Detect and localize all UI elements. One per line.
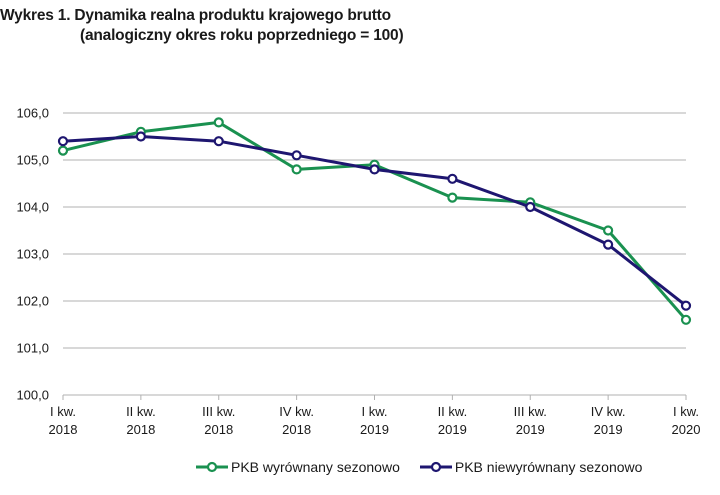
series-seasonally-adjusted [57,117,692,325]
x-tick-label-year: 2019 [516,422,545,437]
x-tick-label-quarter: III kw. [514,404,547,419]
data-point [291,164,302,175]
x-tick-label-quarter: IV kw. [279,404,314,419]
x-tick-label-year: 2020 [672,422,701,437]
data-point [135,131,146,142]
data-point [680,314,692,325]
x-tick-label-year: 2019 [438,422,467,437]
x-tick-label-year: 2019 [594,422,623,437]
gridlines [63,112,686,396]
data-point [525,201,536,213]
legend: PKB wyrównany sezonowo PKB niewyrównany … [196,459,662,475]
data-point [447,173,458,184]
x-tick-label-quarter: I kw. [673,404,699,419]
legend-label: PKB niewyrównany sezonowo [454,459,643,475]
x-tick-label-year: 2018 [49,422,78,437]
y-tick-label: 101,0 [16,341,49,356]
data-point [213,136,224,147]
x-tick-label-quarter: II kw. [126,404,156,419]
x-tick-label-quarter: I kw. [50,404,76,419]
data-point [291,150,302,161]
x-tick-label-year: 2018 [204,422,233,437]
data-point [57,145,69,156]
y-tick-label: 105,0 [16,153,49,168]
x-tick-label-quarter: III kw. [202,404,235,419]
legend-item-not-seasonally-adjusted[interactable]: PKB niewyrównany sezonowo [419,459,643,475]
x-tick-label-quarter: IV kw. [591,404,626,419]
x-tick-label-year: 2019 [360,422,389,437]
legend-marker-navy-icon [419,461,452,473]
x-tick-label-quarter: II kw. [438,404,468,419]
legend-label: PKB wyrównany sezonowo [231,459,400,475]
data-point [603,225,614,236]
data-point [680,300,692,311]
y-tick-label: 104,0 [16,200,49,215]
legend-item-seasonally-adjusted[interactable]: PKB wyrównany sezonowo [196,459,400,475]
data-point [447,192,458,203]
series-group [57,117,692,325]
chart-title: Wykres 1. Dynamika realna produktu krajo… [0,6,404,46]
legend-marker-green-icon [196,461,228,473]
y-tick-label: 106,0 [16,106,49,121]
title-line-2: (analogiczny okres roku poprzedniego = 1… [80,27,404,44]
data-point [57,136,69,147]
data-point [603,239,614,250]
y-tick-label: 100,0 [16,388,49,403]
series-line [62,120,688,321]
title-line-1: Wykres 1. Dynamika realna produktu krajo… [0,7,391,24]
data-point [213,117,224,128]
x-axis: I kw. 2018 II kw. 2018 III kw. 2018 IV kw. 2018… [49,395,701,437]
x-tick-label-year: 2018 [126,422,155,437]
data-point [369,164,380,175]
y-axis: 100,0 101,0 102,0 103,0 104,0 105,0 106,0 [16,106,49,403]
x-tick-label-quarter: I kw. [361,404,387,419]
series-not-seasonally-adjusted [57,131,692,311]
x-tick-label-year: 2018 [282,422,311,437]
y-tick-label: 103,0 [16,247,49,262]
y-tick-label: 102,0 [16,294,49,309]
